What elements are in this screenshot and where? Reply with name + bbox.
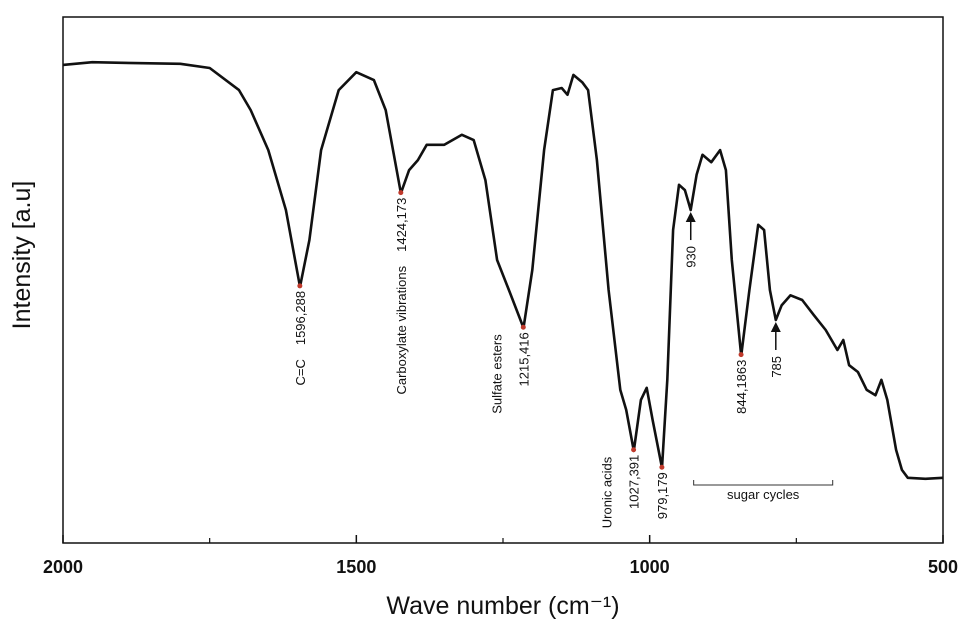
- peak-marker: [631, 447, 637, 453]
- x-tick-label: 1000: [630, 557, 670, 577]
- peak-label: 1027,391: [627, 455, 642, 509]
- spectrum-line: [62, 60, 944, 481]
- peak-marker: [398, 190, 404, 196]
- x-tick-label: 500: [928, 557, 958, 577]
- peak-marker: [738, 352, 744, 358]
- peak-note: Uronic acids: [600, 456, 615, 528]
- peak-label: 930: [684, 246, 699, 268]
- peak-label: 844,1863: [734, 360, 749, 414]
- bracket-label: sugar cycles: [727, 487, 800, 502]
- peak-label: 1596,288: [293, 291, 308, 345]
- peak-label: 1424,173: [394, 198, 409, 252]
- peak-label: 979,179: [655, 472, 670, 519]
- x-tick-label: 2000: [43, 557, 83, 577]
- peak-marker: [297, 283, 303, 289]
- peak-note: C=C: [293, 359, 308, 385]
- peak-arrow-head: [770, 321, 781, 332]
- peak-label: 785: [769, 356, 784, 378]
- peak-arrow-head: [685, 212, 696, 223]
- peak-label: 1215,416: [516, 332, 531, 386]
- bracket: [693, 480, 834, 486]
- x-axis-label: Wave number (cm⁻¹): [386, 592, 619, 620]
- peak-note: Sulfate esters: [489, 334, 504, 414]
- peak-note: Carboxylate vibrations: [394, 265, 409, 394]
- y-axis-label: Intensity [a.u]: [8, 181, 36, 330]
- x-tick-label: 1500: [336, 557, 376, 577]
- peak-marker: [659, 464, 665, 470]
- plot-frame: [62, 16, 944, 544]
- peak-marker: [520, 324, 526, 330]
